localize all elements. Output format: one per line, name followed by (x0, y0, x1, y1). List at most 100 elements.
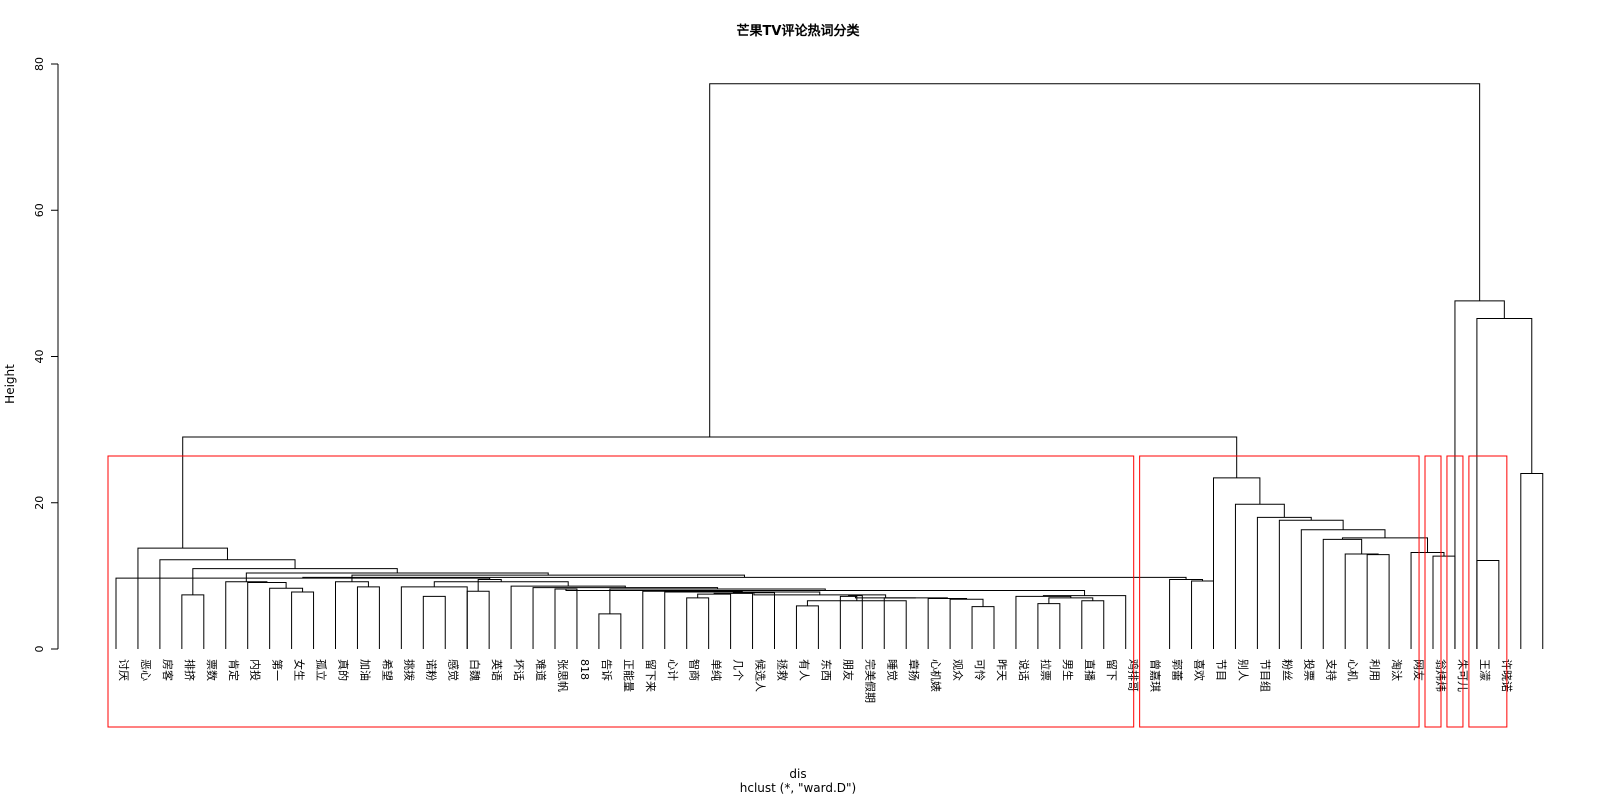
leaf-label: 几个 (732, 659, 745, 681)
leaf-label: 观众 (951, 659, 964, 681)
dendrogram-link (1341, 537, 1429, 553)
leaf-label: 排挤 (183, 659, 197, 681)
dendrogram-links (115, 83, 1544, 649)
dendrogram-link (351, 574, 745, 582)
leaf-label: 拉票 (1039, 659, 1053, 681)
dendrogram-link (806, 600, 907, 649)
leaf-label: 白魏 (468, 659, 482, 681)
dendrogram-link (302, 576, 1187, 580)
leaf-label: 粉丝 (1280, 659, 1293, 681)
dendrogram-link (1454, 300, 1505, 649)
dendrogram-link (1322, 538, 1363, 649)
leaf-label: 内投 (249, 659, 263, 681)
cluster-box (107, 455, 1135, 728)
subtitle: hclust (*, "ward.D") (740, 781, 857, 795)
dendrogram-link (1234, 503, 1285, 649)
leaf-label: 留下 (1105, 659, 1118, 681)
dendrogram-link (422, 595, 446, 649)
leaf-label: 喜欢 (1193, 659, 1207, 681)
dendrogram-link (1476, 560, 1500, 649)
dendrogram-link (1191, 580, 1214, 649)
dendrogram-link (1520, 473, 1544, 649)
leaf-label: 利用 (1368, 659, 1381, 681)
leaf-label: 女生 (293, 659, 307, 681)
leaf-label: 单纯 (710, 659, 723, 681)
leaf-label: 告诉 (600, 659, 613, 681)
dendrogram-link (1048, 597, 1094, 604)
leaf-label: 肯定 (227, 659, 241, 681)
y-tick-label: 40 (33, 350, 46, 364)
dendrogram-link (356, 586, 380, 649)
dendrogram-link (971, 606, 995, 649)
dendrogram-link (686, 597, 710, 649)
dendrogram-link (1344, 553, 1379, 649)
dendrogram-link (1432, 555, 1456, 649)
dendrogram-link (269, 587, 304, 649)
chart-title: 芒果TV评论热词分类 (737, 23, 861, 39)
leaf-label: 留下来 (644, 659, 657, 692)
dendrogram-link (839, 595, 858, 649)
leaf-label: 张思帆 (556, 659, 570, 692)
dendrogram-link (247, 581, 287, 649)
dendrogram-link (854, 595, 916, 599)
leaf-label: 可怜 (973, 659, 986, 681)
leaf-label: 心计 (666, 659, 679, 681)
leaf-label: 真的 (337, 659, 351, 681)
leaf-label: 心机 (1346, 659, 1360, 681)
leaf-label: 挑拨 (402, 659, 416, 681)
dendrogram-link (137, 547, 228, 649)
dendrogram-link (664, 591, 821, 649)
leaf-label: 正能量 (622, 659, 636, 692)
leaf-labels: 讨厌 恶心 房客 排挤 票数 肯定 内投 第一 女生 孤立 真的 加油 希望 挑拨 诺粉 感觉 白魏 英语 坏话 难道… (117, 659, 1513, 703)
dendrogram-link (1037, 603, 1061, 649)
dendrogram-link (532, 587, 719, 649)
dendrogram-link (1042, 595, 1127, 649)
dendrogram-link (1015, 595, 1072, 649)
dendrogram-link (1366, 554, 1390, 649)
leaf-label: 淘汰 (1390, 659, 1404, 681)
cluster-boxes (107, 455, 1508, 728)
dendrogram-link (291, 591, 315, 649)
leaf-label: 英语 (490, 659, 504, 681)
leaf-label: 男生 (1061, 659, 1075, 681)
dendrogram-link (1476, 317, 1533, 649)
leaf-label: 许晓诺 (1500, 659, 1513, 692)
dendrogram-link (848, 595, 863, 649)
leaf-label: 第一 (271, 659, 285, 681)
leaf-label: 王濛 (1478, 659, 1491, 681)
dendrogram-link (466, 590, 490, 649)
leaf-label: 郭蕾 (1171, 659, 1184, 681)
leaf-label: 睡觉 (885, 659, 898, 681)
dendrogram-link (795, 605, 819, 649)
dendrogram-link (713, 592, 754, 649)
leaf-label: 直播 (1083, 659, 1097, 681)
x-axis-label: dis (789, 767, 806, 781)
leaf-label: 别人 (1236, 659, 1249, 681)
leaf-label: 拯救 (776, 659, 790, 681)
dendrogram-link (598, 613, 622, 649)
y-tick-label: 0 (33, 646, 46, 653)
leaf-label: 说话 (1017, 659, 1031, 681)
y-axis-label: Height (3, 364, 17, 404)
dendrogram-link (182, 436, 1238, 549)
leaf-label: 智商 (688, 659, 702, 681)
leaf-label: 昨天 (995, 659, 1008, 681)
dendrogram-link (554, 588, 578, 649)
leaf-label: 投票 (1302, 659, 1316, 681)
leaf-label: 支持 (1324, 659, 1338, 681)
dendrogram-link (927, 598, 968, 649)
dendrogram-link (732, 592, 775, 649)
leaf-label: 讨厌 (117, 659, 130, 681)
leaf-label: 东西 (819, 659, 832, 681)
dendrogram-link (225, 581, 268, 649)
leaf-label: 难道 (534, 659, 548, 681)
y-tick-label: 60 (33, 203, 46, 217)
leaf-label: 节目 (1215, 659, 1228, 681)
dendrogram-link (883, 597, 948, 649)
leaf-label: 818 (578, 659, 591, 680)
dendrogram-link (1256, 516, 1312, 649)
leaf-label: 恶心 (139, 659, 152, 681)
y-tick-label: 80 (33, 57, 46, 71)
leaf-label: 章扬 (907, 659, 921, 681)
leaf-label: 心机婊 (929, 659, 943, 692)
